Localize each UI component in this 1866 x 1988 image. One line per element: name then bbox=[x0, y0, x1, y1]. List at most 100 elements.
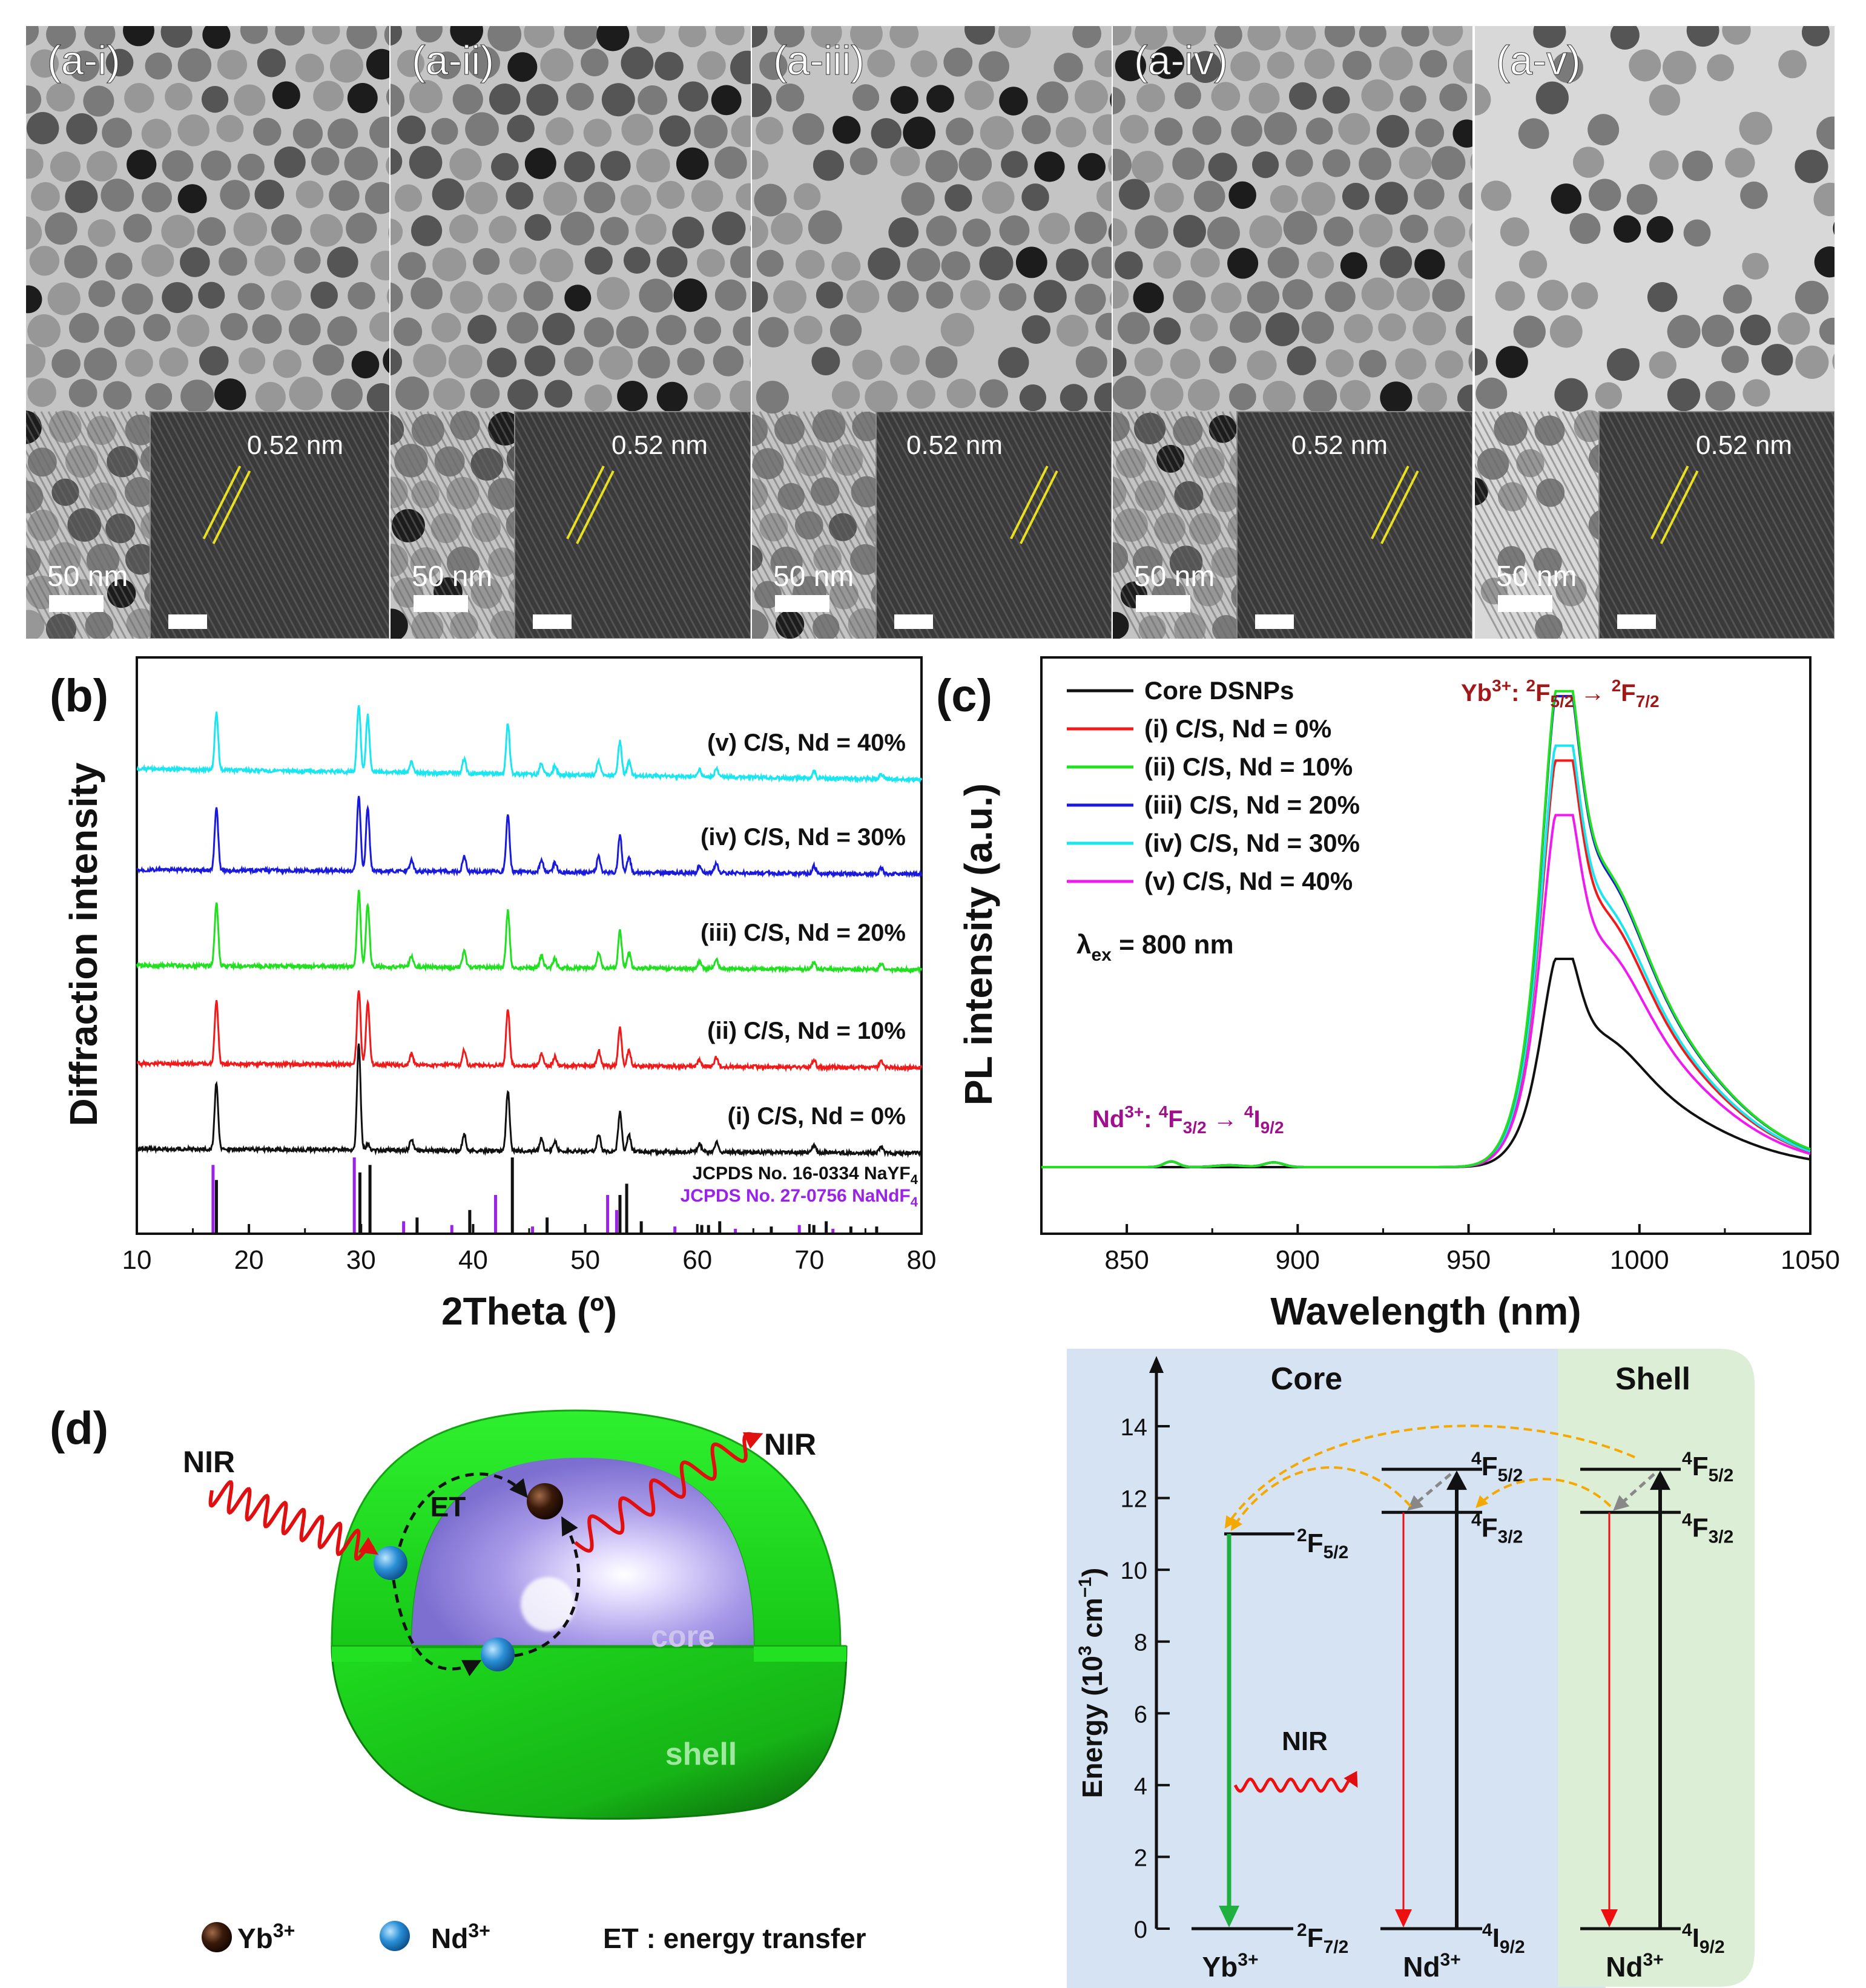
nanoparticle bbox=[1457, 384, 1472, 412]
nanoparticle bbox=[180, 647, 211, 677]
nanoparticle bbox=[1095, 312, 1112, 340]
nanoparticle bbox=[26, 111, 59, 145]
nanoparticle bbox=[1230, 311, 1262, 343]
nanoparticle bbox=[177, 48, 212, 82]
legend-entry: (iii) C/S, Nd = 20% bbox=[1144, 791, 1360, 819]
nanoparticle bbox=[384, 26, 389, 46]
nanoparticle bbox=[1667, 378, 1701, 412]
xrd-tick-label: 60 bbox=[682, 1245, 712, 1275]
lattice-fringe bbox=[1374, 411, 1472, 597]
nanoparticle bbox=[584, 384, 612, 412]
lattice-fringe bbox=[897, 411, 1020, 639]
nanoparticle bbox=[1173, 416, 1203, 446]
nanoparticle bbox=[1376, 114, 1409, 148]
nanoparticle bbox=[596, 277, 630, 310]
xrd-tick-label: 70 bbox=[794, 1245, 824, 1275]
lattice-fringe bbox=[1119, 411, 1243, 639]
lattice-fringe bbox=[309, 411, 389, 562]
lattice-fringe bbox=[47, 411, 171, 639]
scale-bar bbox=[414, 595, 468, 612]
nanoparticle bbox=[507, 312, 539, 344]
nanoparticle bbox=[584, 317, 614, 347]
lattice-fringe bbox=[1861, 412, 1866, 639]
nanoparticle bbox=[344, 146, 378, 180]
nanoparticle bbox=[1037, 81, 1069, 113]
nanoparticle bbox=[714, 146, 747, 179]
nanoparticle bbox=[677, 81, 708, 112]
nanoparticle bbox=[584, 182, 616, 214]
nanoparticle bbox=[398, 252, 426, 280]
nir-out-wave bbox=[574, 1432, 763, 1553]
nanoparticle bbox=[465, 112, 499, 146]
scale-bar-label: 50 nm bbox=[773, 561, 854, 593]
nanoparticle bbox=[202, 26, 231, 49]
nanoparticle bbox=[295, 53, 325, 82]
nanoparticle bbox=[1613, 215, 1641, 243]
lattice-fringe bbox=[1156, 411, 1279, 639]
lattice-fringe bbox=[142, 411, 265, 639]
nanoparticle bbox=[1074, 211, 1107, 245]
nanoparticle bbox=[1075, 346, 1107, 378]
nanoparticle bbox=[1021, 648, 1048, 676]
nanoparticle bbox=[774, 26, 805, 48]
nanoparticle bbox=[1649, 84, 1681, 116]
nanoparticle bbox=[901, 182, 935, 216]
nanoparticle bbox=[366, 383, 389, 413]
lattice-fringe bbox=[608, 411, 731, 639]
lattice-fringe bbox=[1403, 411, 1472, 542]
lattice-fringe bbox=[1170, 411, 1294, 639]
nanoparticle bbox=[1595, 382, 1623, 409]
nanoparticle bbox=[1626, 183, 1658, 215]
tem-panel-label: (a-ii) bbox=[412, 38, 494, 84]
nanoparticle bbox=[1535, 81, 1569, 114]
nanoparticle bbox=[1419, 50, 1448, 78]
lattice-fringe bbox=[134, 411, 258, 639]
lattice-fringe bbox=[1475, 558, 1518, 639]
nanoparticle bbox=[254, 179, 285, 209]
lattice-fringe bbox=[26, 585, 54, 639]
inset-scale-bar bbox=[894, 614, 933, 629]
lattice-fringe bbox=[817, 411, 940, 639]
lattice-fringe bbox=[397, 411, 521, 639]
energy-level-diagram: Core Shell 0 2 4 6 8 10 12 14 Energy (103 cm−1)… bbox=[1067, 1349, 1755, 1988]
nanoparticle bbox=[540, 48, 574, 82]
lattice-fringe bbox=[338, 411, 389, 508]
nanoparticle bbox=[197, 217, 226, 246]
nanoparticle bbox=[386, 88, 389, 106]
lattice-line bbox=[1371, 466, 1409, 539]
xrd-x-ticks: 10 20 30 40 50 60 70 80 bbox=[122, 1224, 936, 1275]
lattice-line bbox=[1650, 466, 1689, 539]
lattice-fringe bbox=[1141, 411, 1265, 639]
legend-yb-label: Yb3+ bbox=[237, 1920, 295, 1954]
nanoparticle bbox=[1113, 375, 1146, 410]
lattice-fringe bbox=[360, 411, 389, 467]
nanoparticle bbox=[233, 212, 268, 246]
nanoparticle bbox=[583, 119, 612, 147]
nanoparticle bbox=[1247, 350, 1277, 380]
nanoparticle bbox=[271, 280, 302, 311]
nanoparticle bbox=[327, 246, 358, 278]
lattice-fringe bbox=[477, 411, 601, 639]
nanoparticle bbox=[64, 245, 97, 278]
lattice-fringe bbox=[564, 411, 688, 639]
nanoparticle bbox=[1399, 85, 1426, 113]
nanoparticle bbox=[346, 212, 377, 244]
nanoparticle bbox=[1646, 216, 1673, 243]
lattice-fringe bbox=[1743, 411, 1835, 583]
lattice-fringe bbox=[659, 411, 751, 584]
nanoparticle bbox=[395, 184, 423, 212]
nanoparticle bbox=[313, 81, 344, 111]
nanoparticle bbox=[46, 26, 76, 50]
nanoparticle bbox=[542, 312, 575, 346]
xrd-series-label: (iii) C/S, Nd = 20% bbox=[701, 920, 906, 946]
nanoparticle bbox=[1722, 26, 1751, 45]
nanoparticle bbox=[808, 210, 842, 245]
xrd-series-label: (i) C/S, Nd = 0% bbox=[728, 1103, 906, 1130]
nanoparticle bbox=[1359, 147, 1391, 180]
lattice-fringe bbox=[243, 411, 367, 639]
nanoparticle bbox=[1518, 250, 1548, 278]
nanoparticle bbox=[1208, 346, 1236, 374]
nanoparticle bbox=[1301, 311, 1334, 344]
nanoparticle bbox=[848, 608, 881, 639]
nanoparticle bbox=[1667, 315, 1701, 349]
